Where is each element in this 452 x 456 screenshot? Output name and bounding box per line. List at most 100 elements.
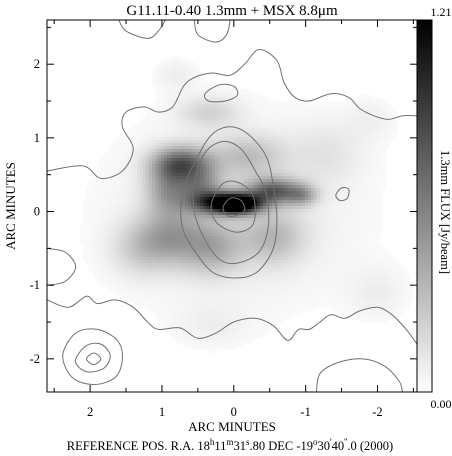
- flux-pixel: [143, 146, 146, 149]
- flux-pixel: [155, 65, 158, 68]
- flux-pixel: [119, 182, 122, 185]
- flux-pixel: [218, 173, 221, 176]
- flux-pixel: [305, 170, 308, 173]
- flux-pixel: [293, 242, 296, 245]
- flux-pixel: [263, 182, 266, 185]
- flux-pixel: [374, 104, 377, 107]
- flux-pixel: [119, 233, 122, 236]
- flux-pixel: [335, 143, 338, 146]
- flux-pixel: [251, 176, 254, 179]
- flux-pixel: [131, 149, 134, 152]
- flux-pixel: [203, 218, 206, 221]
- flux-pixel: [302, 119, 305, 122]
- flux-pixel: [164, 113, 167, 116]
- flux-pixel: [215, 92, 218, 95]
- flux-pixel: [284, 149, 287, 152]
- flux-pixel: [125, 143, 128, 146]
- flux-pixel: [215, 179, 218, 182]
- flux-pixel: [236, 242, 239, 245]
- flux-pixel: [308, 149, 311, 152]
- flux-pixel: [365, 122, 368, 125]
- flux-pixel: [203, 128, 206, 131]
- flux-pixel: [158, 89, 161, 92]
- flux-pixel: [191, 143, 194, 146]
- flux-pixel: [155, 182, 158, 185]
- flux-pixel: [140, 176, 143, 179]
- flux-pixel: [143, 173, 146, 176]
- flux-pixel: [233, 86, 236, 89]
- flux-pixel: [119, 242, 122, 245]
- flux-pixel: [344, 122, 347, 125]
- flux-pixel: [377, 212, 380, 215]
- flux-pixel: [200, 218, 203, 221]
- flux-pixel: [359, 179, 362, 182]
- flux-pixel: [203, 107, 206, 110]
- flux-pixel: [206, 101, 209, 104]
- flux-pixel: [122, 188, 125, 191]
- flux-pixel: [248, 113, 251, 116]
- flux-pixel: [254, 218, 257, 221]
- flux-pixel: [374, 203, 377, 206]
- flux-pixel: [113, 152, 116, 155]
- flux-pixel: [305, 143, 308, 146]
- flux-pixel: [272, 224, 275, 227]
- flux-pixel: [365, 152, 368, 155]
- flux-pixel: [281, 200, 284, 203]
- flux-pixel: [182, 128, 185, 131]
- flux-pixel: [230, 191, 233, 194]
- flux-pixel: [200, 245, 203, 248]
- flux-pixel: [221, 134, 224, 137]
- flux-pixel: [107, 203, 110, 206]
- flux-pixel: [143, 152, 146, 155]
- flux-pixel: [188, 119, 191, 122]
- flux-pixel: [242, 164, 245, 167]
- flux-pixel: [200, 155, 203, 158]
- flux-pixel: [263, 206, 266, 209]
- flux-pixel: [239, 137, 242, 140]
- flux-pixel: [356, 176, 359, 179]
- flux-pixel: [317, 155, 320, 158]
- flux-pixel: [248, 182, 251, 185]
- flux-pixel: [347, 161, 350, 164]
- flux-pixel: [296, 149, 299, 152]
- flux-pixel: [293, 134, 296, 137]
- flux-pixel: [212, 188, 215, 191]
- flux-pixel: [317, 218, 320, 221]
- flux-pixel: [212, 152, 215, 155]
- flux-pixel: [170, 125, 173, 128]
- flux-pixel: [254, 233, 257, 236]
- flux-pixel: [323, 203, 326, 206]
- flux-pixel: [281, 215, 284, 218]
- flux-pixel: [104, 197, 107, 200]
- flux-pixel: [224, 179, 227, 182]
- flux-pixel: [350, 200, 353, 203]
- flux-pixel: [203, 245, 206, 248]
- flux-pixel: [389, 128, 392, 131]
- flux-pixel: [347, 158, 350, 161]
- flux-pixel: [317, 206, 320, 209]
- flux-pixel: [101, 200, 104, 203]
- flux-pixel: [122, 170, 125, 173]
- flux-pixel: [191, 242, 194, 245]
- flux-pixel: [356, 161, 359, 164]
- flux-pixel: [278, 149, 281, 152]
- flux-pixel: [356, 107, 359, 110]
- flux-pixel: [164, 116, 167, 119]
- flux-pixel: [173, 230, 176, 233]
- flux-pixel: [161, 98, 164, 101]
- flux-pixel: [269, 131, 272, 134]
- flux-pixel: [362, 206, 365, 209]
- flux-pixel: [185, 101, 188, 104]
- flux-pixel: [170, 206, 173, 209]
- flux-pixel: [95, 185, 98, 188]
- flux-pixel: [251, 230, 254, 233]
- flux-pixel: [104, 170, 107, 173]
- flux-pixel: [125, 215, 128, 218]
- flux-pixel: [170, 164, 173, 167]
- flux-pixel: [290, 197, 293, 200]
- flux-pixel: [221, 122, 224, 125]
- flux-pixel: [215, 188, 218, 191]
- flux-pixel: [98, 212, 101, 215]
- flux-pixel: [119, 146, 122, 149]
- flux-pixel: [320, 140, 323, 143]
